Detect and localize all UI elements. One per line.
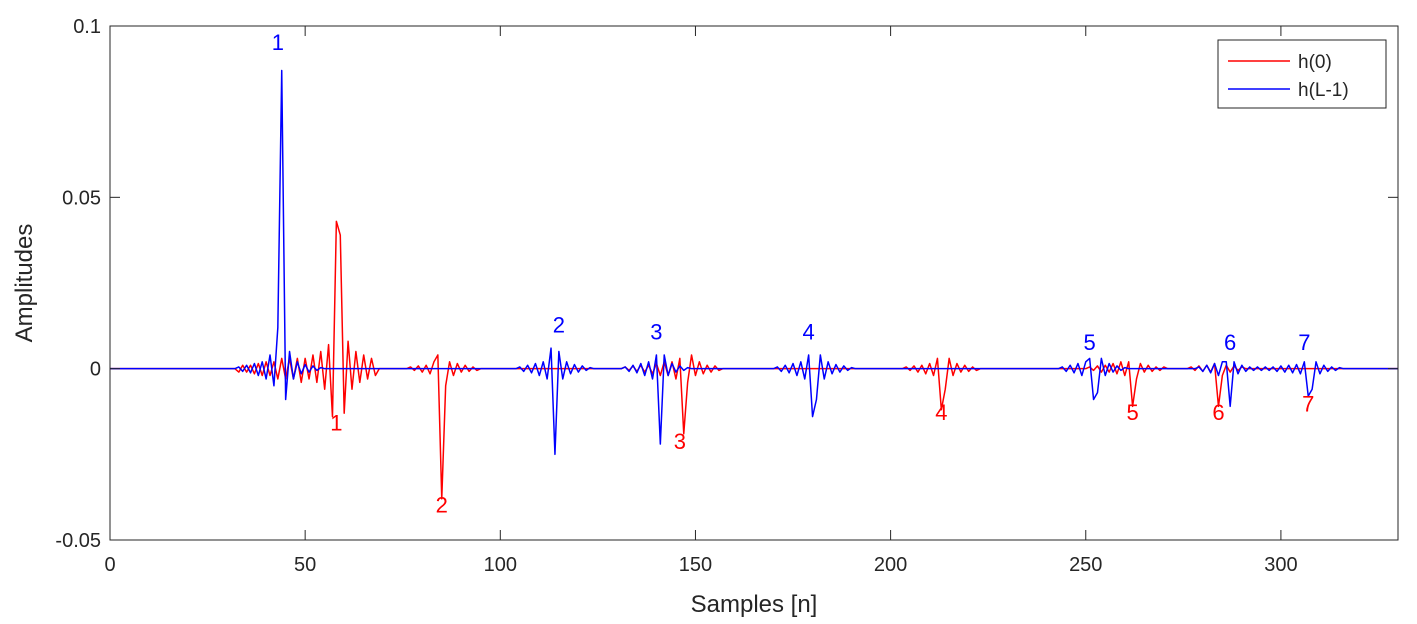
peak-label: 4 <box>935 400 947 425</box>
peak-annotations: 1 2 3 4 5 6 7 1 2 3 4 5 6 7 <box>272 30 1315 518</box>
peak-label: 3 <box>674 429 686 454</box>
peak-label: 2 <box>436 493 448 518</box>
x-tick-label: 200 <box>874 554 907 576</box>
peak-label: 1 <box>330 410 342 435</box>
y-axis-label: Amplitudes <box>11 224 38 343</box>
y-tick-label: 0.1 <box>73 16 101 38</box>
legend: h(0) h(L-1) <box>1217 39 1387 109</box>
peak-label: 7 <box>1298 330 1310 355</box>
peak-label: 7 <box>1302 392 1314 417</box>
x-axis-label: Samples [n] <box>691 591 818 618</box>
peak-label: 5 <box>1126 400 1138 425</box>
x-tick-label: 0 <box>104 554 115 576</box>
peak-label: 5 <box>1084 330 1096 355</box>
plot-frame <box>109 25 1399 541</box>
peak-label: 6 <box>1224 330 1236 355</box>
series-line-0 <box>110 220 1398 500</box>
peak-label: 3 <box>650 320 662 345</box>
series-line-1 <box>110 69 1398 456</box>
y-tick-label: 0.05 <box>62 187 101 209</box>
x-tick-label: 300 <box>1264 554 1297 576</box>
peak-label: 6 <box>1212 400 1224 425</box>
y-tick-label: -0.05 <box>55 530 101 552</box>
peak-label: 4 <box>803 320 815 345</box>
peak-label: 1 <box>272 30 284 55</box>
peak-label: 2 <box>553 313 565 338</box>
plot-area <box>110 69 1398 500</box>
legend-label-hL1: h(L-1) <box>1298 80 1349 101</box>
y-tick-label: 0 <box>90 359 101 381</box>
legend-box <box>1217 39 1387 109</box>
x-tick-label: 100 <box>484 554 517 576</box>
x-tick-label: 150 <box>679 554 712 576</box>
x-tick-label: 250 <box>1069 554 1102 576</box>
legend-label-h0: h(0) <box>1298 52 1332 73</box>
x-tick-label: 50 <box>294 554 316 576</box>
